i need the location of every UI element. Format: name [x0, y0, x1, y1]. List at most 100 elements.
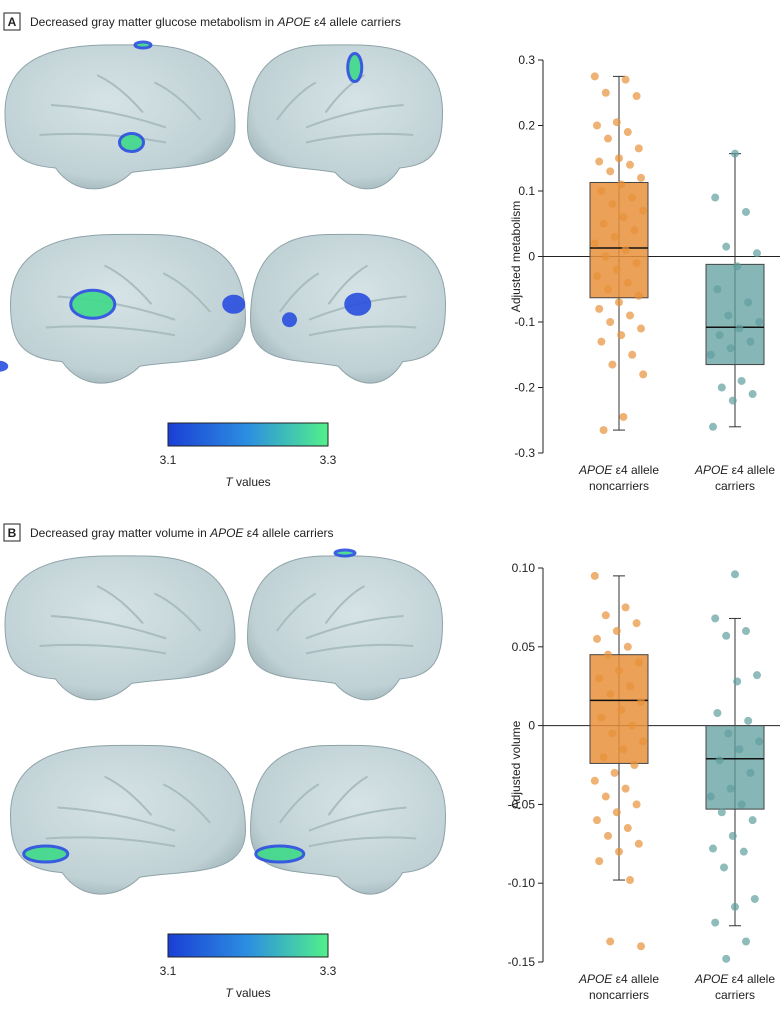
data-point: [726, 344, 735, 353]
sulcus: [327, 264, 369, 305]
brain: [0, 233, 247, 384]
data-point: [621, 784, 630, 793]
x-tick-label: carriers: [715, 479, 755, 493]
x-tick-label-part: APOE: [694, 972, 729, 986]
brain-surface: [9, 744, 247, 895]
data-point: [637, 324, 645, 333]
title-part: ε4 allele carriers: [243, 526, 333, 540]
data-point: [615, 154, 623, 163]
y-tick-label: 0.1: [518, 184, 535, 198]
data-point: [706, 350, 715, 359]
data-point: [634, 291, 643, 300]
activation: [0, 360, 9, 372]
data-point: [599, 219, 608, 228]
data-point: [632, 92, 641, 101]
sulcus: [162, 783, 212, 824]
data-point: [735, 745, 744, 754]
x-tick-label-part: ε4 allele: [728, 972, 775, 986]
sulcus: [50, 104, 167, 129]
sulcus: [305, 643, 414, 655]
colorbar-tick-label: 3.1: [160, 964, 177, 978]
data-point: [720, 863, 728, 872]
data-point: [706, 792, 715, 801]
x-tick-label-part: APOE: [694, 463, 729, 477]
x-tick-label: APOE ε4 allele: [694, 972, 775, 986]
brain: [249, 744, 447, 895]
y-tick-label: -0.10: [508, 876, 536, 890]
sulcus: [305, 132, 414, 144]
data-point: [601, 792, 610, 801]
colorbar-tick-label: 3.1: [160, 453, 177, 467]
sulcus: [278, 272, 320, 313]
sulcus: [308, 325, 417, 337]
data-point: [626, 682, 634, 691]
data-point: [724, 729, 733, 738]
sulcus: [154, 592, 202, 632]
data-point: [615, 847, 623, 856]
data-point: [619, 412, 628, 421]
data-point: [722, 242, 731, 251]
data-point: [748, 816, 757, 825]
data-point: [612, 808, 621, 817]
x-tick-label-part: ε4 allele: [728, 463, 775, 477]
data-point: [639, 737, 648, 746]
data-point: [590, 571, 599, 580]
data-point: [597, 713, 606, 722]
data-point: [634, 658, 643, 667]
data-point: [748, 390, 757, 399]
data-point: [632, 800, 641, 809]
y-tick-label: 0.10: [512, 561, 536, 575]
panel-label: A: [8, 15, 17, 29]
sulcus: [327, 775, 369, 816]
title-part: Decreased gray matter volume in: [30, 526, 210, 540]
data-point: [606, 318, 615, 326]
x-tick-label: APOE ε4 allele: [694, 463, 775, 477]
activation: [344, 292, 372, 316]
data-point: [630, 761, 639, 769]
data-point: [619, 213, 628, 222]
data-point: [755, 318, 764, 326]
data-point: [726, 784, 735, 793]
activation: [346, 52, 364, 83]
data-point: [593, 816, 601, 825]
sulcus: [96, 74, 144, 114]
data-point: [595, 304, 604, 313]
activation: [222, 294, 246, 314]
sulcus: [275, 81, 317, 121]
y-tick-label: -0.05: [508, 797, 536, 811]
data-point: [621, 245, 630, 254]
sulcus: [278, 783, 320, 824]
data-point: [737, 800, 746, 809]
colorbar-label-part: values: [233, 986, 271, 1000]
activation: [133, 40, 153, 50]
data-point: [626, 876, 634, 885]
data-point: [604, 134, 612, 143]
panel-title: Decreased gray matter glucose metabolism…: [30, 15, 401, 29]
colorbar-tick-label: 3.3: [320, 453, 337, 467]
title-part: Decreased gray matter glucose metabolism…: [30, 15, 277, 29]
brain: [4, 40, 236, 190]
x-tick-label-part: APOE: [578, 972, 613, 986]
data-point: [601, 611, 610, 620]
sulcus: [104, 775, 153, 816]
data-point: [709, 844, 717, 853]
data-point: [612, 265, 621, 274]
brain-surface: [246, 44, 444, 190]
data-point: [595, 674, 604, 683]
sulcus: [50, 615, 167, 640]
sulcus: [308, 806, 407, 832]
data-point: [612, 627, 621, 636]
data-point: [617, 705, 626, 714]
y-tick-label: 0.3: [518, 53, 535, 67]
sulcus: [162, 272, 212, 313]
brain-surface: [9, 233, 247, 384]
data-point: [619, 745, 628, 754]
data-point: [722, 954, 731, 963]
y-tick-label: -0.2: [514, 381, 535, 395]
y-tick-label: 0.2: [518, 119, 535, 133]
data-point: [590, 239, 599, 248]
data-point: [753, 249, 761, 258]
panel-title: Decreased gray matter volume in APOE ε4 …: [30, 526, 333, 540]
y-tick-label: -0.1: [514, 315, 535, 329]
x-tick-label: APOE ε4 allele: [578, 972, 659, 986]
